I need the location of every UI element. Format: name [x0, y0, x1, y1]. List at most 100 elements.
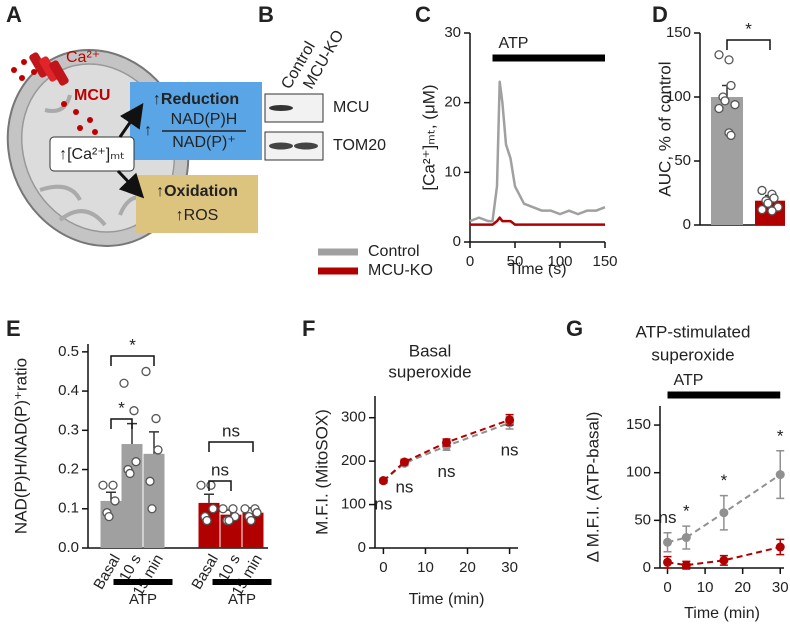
ratio-numerator: NAD(P)H [171, 111, 238, 128]
chart-title: ATP-stimulated [636, 322, 751, 341]
data-point [196, 480, 206, 490]
data-point [775, 542, 785, 552]
y-axis-label: AUC, % of control [655, 61, 674, 196]
x-tick-label: 20 [459, 559, 476, 576]
significance-label: ns [659, 508, 677, 527]
data-point [724, 55, 734, 65]
reduction-box [130, 82, 262, 160]
significance-bracket [110, 355, 155, 366]
data-point [151, 413, 161, 424]
bar [143, 453, 165, 548]
significance-bracket [208, 441, 254, 452]
data-point [208, 504, 218, 514]
x-tick-label: 30 [772, 579, 789, 596]
significance-label: * [683, 502, 690, 521]
row-label: TOM20 [333, 137, 386, 154]
panel-letter: E [6, 316, 21, 341]
significance-label: * [118, 398, 125, 417]
data-point [224, 515, 234, 526]
legend-label: Control [368, 243, 420, 260]
data-point [681, 560, 691, 570]
chart-title: superoxide [651, 345, 734, 364]
x-tick-label: 0 [379, 559, 387, 576]
panel-letter: A [6, 2, 22, 27]
data-point [108, 480, 118, 490]
data-point [98, 480, 108, 490]
channel-label: MCU [74, 87, 110, 104]
panel-letter: B [258, 2, 274, 27]
data-point [663, 537, 673, 547]
legend-label: MCU-KO [368, 262, 433, 279]
reduction-title: ↑Reduction [153, 91, 239, 108]
significance-bracket [110, 418, 133, 429]
data-point [129, 406, 139, 416]
x-tick-label: 150 [592, 253, 617, 270]
data-point [202, 515, 212, 526]
data-point [730, 100, 740, 110]
y-tick-label: 150 [666, 24, 691, 41]
data-point [131, 457, 141, 467]
significance-label: ns [501, 440, 519, 459]
data-point [714, 50, 724, 60]
oxidation-product: ↑ROS [176, 207, 219, 224]
bar [100, 500, 122, 548]
data-point [714, 103, 724, 114]
data-point [719, 508, 729, 518]
annotation: ATP [499, 35, 529, 52]
data-point [726, 80, 736, 91]
error-bar [204, 493, 214, 503]
y-axis-label: M.F.I. (MitoSOX) [312, 409, 331, 535]
significance-label: ns [395, 477, 413, 496]
y-axis-label: Δ M.F.I. (ATP-basal) [583, 412, 602, 563]
data-point [206, 480, 216, 490]
mcu-channel [29, 52, 69, 86]
ion-label: Ca²⁺ [66, 49, 100, 66]
data-point [104, 511, 114, 522]
series-line [382, 418, 510, 482]
data-point [378, 476, 388, 486]
data-point [145, 476, 155, 486]
data-point [119, 378, 129, 388]
data-point [442, 437, 451, 447]
y-axis-label: [Ca²⁺]ₘₜ, (μM) [419, 84, 438, 190]
blot-band [269, 105, 293, 111]
data-point [681, 533, 691, 543]
data-point [726, 130, 736, 141]
calcium-level: ↑[Ca²⁺]ₘₜ [59, 146, 125, 163]
data-point [246, 515, 256, 526]
blot-strip [264, 93, 324, 123]
significance-label: * [129, 335, 136, 354]
significance-bracket [208, 480, 232, 491]
annotation: ATP [674, 372, 704, 389]
x-axis-label: Time (s) [508, 261, 566, 278]
significance-label: ns [222, 421, 240, 440]
y-tick-label: 0.2 [58, 461, 79, 478]
data-point [663, 557, 673, 567]
x-tick-label: 0 [663, 579, 671, 596]
data-point [153, 445, 163, 455]
x-tick-label: 30 [501, 559, 518, 576]
data-point [757, 204, 767, 215]
arrow [118, 103, 144, 138]
data-point [763, 198, 773, 208]
y-tick-label: 0.5 [58, 343, 79, 360]
data-point [719, 555, 729, 565]
data-point [141, 366, 151, 377]
y-tick-label: 50 [674, 152, 691, 169]
data-point [769, 193, 779, 203]
significance-label: * [721, 471, 728, 490]
blot-band [269, 142, 293, 150]
x-tick-label: 50 [507, 253, 524, 270]
y-tick-label: 100 [341, 496, 366, 513]
panel-letter: C [415, 2, 431, 27]
data-point [125, 468, 135, 479]
data-point [147, 504, 157, 514]
x-tick-label: 10 [417, 559, 434, 576]
y-tick-label: 200 [341, 452, 366, 469]
data-point [240, 504, 250, 514]
x-axis-label: Time (min) [409, 591, 485, 608]
data-point [252, 508, 262, 518]
series-line [469, 80, 606, 223]
x-axis-label: Time (min) [684, 605, 760, 622]
